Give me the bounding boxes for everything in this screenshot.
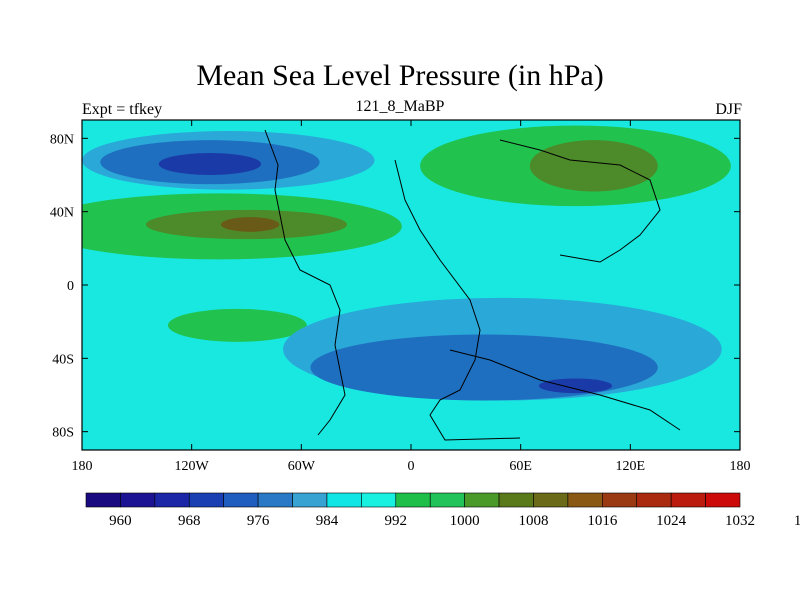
colorbar-swatch (636, 492, 672, 508)
x-tick-label: 180 (730, 459, 751, 474)
plot-title: Mean Sea Level Pressure (in hPa) (196, 59, 604, 92)
colorbar-swatch (567, 492, 603, 508)
y-tick-label: 80S (52, 426, 74, 441)
colorbar-swatch (395, 492, 431, 508)
colorbar-swatch (498, 492, 534, 508)
x-tick-label: 60E (509, 459, 532, 474)
colorbar-label: 968 (178, 513, 201, 529)
x-tick-label: 180 (72, 459, 93, 474)
colorbar-swatch (533, 492, 569, 508)
y-tick-label: 40N (50, 206, 74, 221)
colorbar-swatch (223, 492, 259, 508)
experiment-id-label: 121_8_MaBP (355, 98, 445, 115)
colorbar-swatch (705, 492, 741, 508)
colorbar-label: 1000 (450, 513, 480, 529)
colorbar-swatch (188, 492, 224, 508)
colorbar-swatch (292, 492, 328, 508)
colorbar-label: 1032 (725, 513, 755, 529)
colorbar-swatch (85, 492, 121, 508)
colorbar-label: 992 (385, 513, 408, 529)
colorbar-swatch (670, 492, 706, 508)
colorbar-swatch (429, 492, 465, 508)
pressure-region-10 (310, 334, 658, 401)
pressure-region-2 (158, 153, 262, 175)
colorbar: 960 968 976 984 992 1000 1008 1016 1024 1032 1040 (85, 492, 800, 529)
pressure-region-5 (220, 217, 280, 232)
colorbar-swatch (464, 492, 500, 508)
colorbar-swatch (602, 492, 638, 508)
colorbar-label: 1008 (518, 513, 548, 529)
colorbar-swatch (361, 492, 397, 508)
coastline-asia (499, 139, 661, 263)
colorbar-label: 1016 (587, 513, 618, 529)
y-tick-label: 40S (52, 352, 74, 367)
pressure-region-7 (529, 140, 658, 192)
colorbar-label: 984 (316, 513, 339, 529)
map-plot-area (82, 120, 740, 450)
colorbar-swatch (154, 492, 190, 508)
colorbar-swatch (326, 492, 362, 508)
axis-ticks: 180 120W 60W 0 60E 120E 180 80N 40N 0 40S 80S (50, 120, 751, 474)
coastline-americas (264, 129, 346, 436)
experiment-label: Expt = tfkey (82, 101, 163, 118)
colorbar-label: 1024 (656, 513, 687, 529)
x-tick-label: 120W (175, 459, 210, 474)
x-tick-label: 120E (616, 459, 646, 474)
x-tick-label: 60W (288, 459, 316, 474)
coastline-europe-africa (394, 159, 521, 441)
y-tick-label: 80N (50, 132, 74, 147)
colorbar-swatch (120, 492, 156, 508)
colorbar-label: 976 (247, 513, 270, 529)
coastline-australia-antarctica (449, 349, 681, 431)
season-label: DJF (715, 101, 742, 118)
colorbar-swatch (257, 492, 293, 508)
pressure-region-11 (538, 378, 613, 394)
y-tick-label: 0 (67, 279, 74, 294)
colorbar-label: 1040 (794, 513, 800, 529)
coastline-outline (264, 129, 681, 441)
pressure-region-8 (167, 308, 307, 342)
colorbar-label: 960 (109, 513, 132, 529)
x-tick-label: 0 (408, 459, 415, 474)
